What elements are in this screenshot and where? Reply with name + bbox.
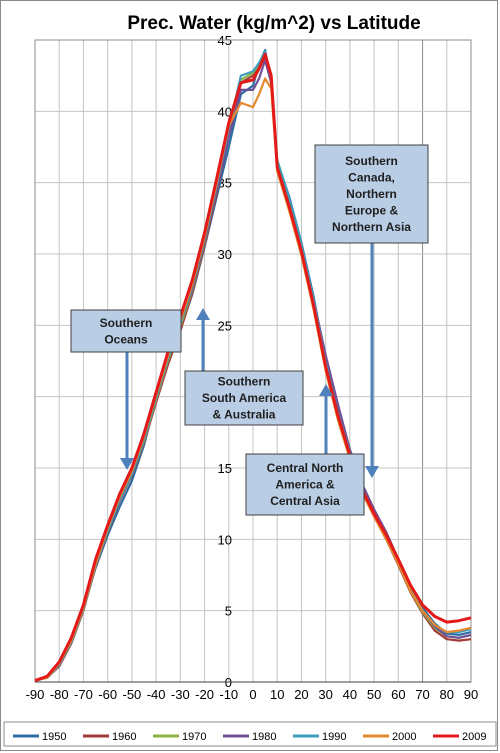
annotation-box	[184, 370, 304, 426]
legend-label: 1970	[182, 731, 206, 743]
legend-entry-1980: 1980	[223, 731, 276, 743]
annotation-text: Europe &	[345, 204, 399, 218]
y-tick-label: 10	[218, 532, 232, 547]
annotation-text: & Australia	[213, 408, 276, 422]
y-tick-label: 25	[218, 318, 232, 333]
x-tick-label: 50	[367, 687, 381, 702]
x-tick-label: 10	[270, 687, 284, 702]
x-tick-label: 20	[294, 687, 308, 702]
annotation-text: Oceans	[104, 332, 148, 346]
annotation-text: Southern	[100, 316, 153, 330]
annotation-southern-canada: Southern Canada, Northern Europe & Northern …	[314, 144, 429, 478]
annotation-arrowhead	[319, 384, 333, 396]
legend-entry-2009: 2009	[433, 731, 486, 743]
x-tick-label: 40	[343, 687, 357, 702]
annotation-text: Northern	[346, 187, 397, 201]
legend-label: 1980	[252, 731, 276, 743]
legend-label: 1990	[322, 731, 346, 743]
axes: -90 -80 -70 -60 -50 -40 -30 -20 -10 0 10 20 30 40 50 60…	[26, 33, 479, 702]
annotation-text: Southern	[345, 154, 398, 168]
annotation-text: Central Asia	[270, 494, 340, 508]
legend-label: 1960	[112, 731, 136, 743]
x-tick-label: 80	[440, 687, 454, 702]
annotation-box	[314, 144, 429, 244]
grid	[34, 39, 472, 683]
legend-label: 1950	[42, 731, 66, 743]
x-tick-label: -20	[195, 687, 214, 702]
x-tick-label: -80	[50, 687, 69, 702]
annotation-text: Southern	[218, 375, 271, 389]
legend-label: 2009	[462, 731, 486, 743]
y-tick-label: 30	[218, 247, 232, 262]
x-tick-label: -90	[26, 687, 45, 702]
x-tick-label: -30	[171, 687, 190, 702]
y-tick-label: 5	[225, 604, 232, 619]
legend-entry-1950: 1950	[13, 731, 66, 743]
annotation-box	[245, 453, 365, 516]
x-tick-label: 70	[415, 687, 429, 702]
x-tick-label: -50	[122, 687, 141, 702]
legend: 1950 1960 1970 1980 1990 2000 2009	[3, 721, 497, 747]
annotation-text: America &	[275, 478, 335, 492]
x-tick-label: 0	[249, 687, 256, 702]
annotation-southern-south-america: Southern South America & Australia	[184, 308, 304, 426]
annotation-arrowhead	[120, 458, 134, 470]
y-tick-label: 15	[218, 461, 232, 476]
legend-entry-1960: 1960	[83, 731, 136, 743]
y-tick-label: 40	[218, 104, 232, 119]
legend-box	[3, 721, 497, 747]
annotations: Southern Oceans Southern South America & Aus…	[70, 144, 429, 516]
legend-entry-1970: 1970	[153, 731, 206, 743]
series-line-2009	[34, 52, 472, 683]
annotation-central-north-america: Central North America & Central Asia	[245, 384, 365, 516]
legend-label: 2000	[392, 731, 416, 743]
x-tick-label: 90	[464, 687, 478, 702]
annotation-text: Central North	[267, 461, 344, 475]
legend-entry-1990: 1990	[293, 731, 346, 743]
annotation-arrowhead	[196, 308, 210, 320]
x-tick-label: -10	[219, 687, 238, 702]
legend-entry-2000: 2000	[363, 731, 416, 743]
x-tick-label: 60	[391, 687, 405, 702]
series-lines	[34, 48, 472, 683]
annotation-text: South America	[202, 391, 287, 405]
x-tick-label: 30	[318, 687, 332, 702]
x-tick-label: -60	[98, 687, 117, 702]
chart-title: Prec. Water (kg/m^2) vs Latitude	[127, 13, 420, 34]
annotation-text: Canada,	[348, 171, 395, 185]
annotation-text: Northern Asia	[332, 220, 411, 234]
x-tick-label: -40	[147, 687, 166, 702]
annotation-southern-oceans: Southern Oceans	[70, 309, 182, 470]
annotation-box	[70, 309, 182, 353]
x-tick-label: -70	[74, 687, 93, 702]
annotation-arrowhead	[365, 466, 379, 478]
